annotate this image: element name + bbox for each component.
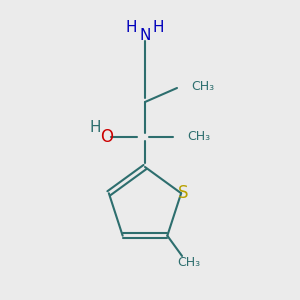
Text: H: H xyxy=(89,119,101,134)
Text: N: N xyxy=(139,28,151,43)
Text: S: S xyxy=(178,184,188,202)
Text: O: O xyxy=(100,128,113,146)
Text: CH₃: CH₃ xyxy=(187,130,210,143)
Text: CH₃: CH₃ xyxy=(178,256,201,269)
Text: CH₃: CH₃ xyxy=(191,80,214,92)
Text: H: H xyxy=(152,20,164,34)
Text: H: H xyxy=(125,20,137,34)
